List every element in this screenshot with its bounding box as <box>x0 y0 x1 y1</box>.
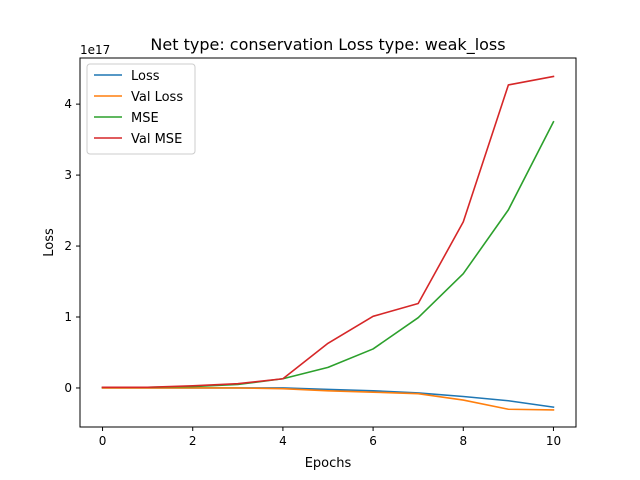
x-axis-label: Epochs <box>305 456 352 471</box>
x-axis-ticks: 0 2 4 6 8 10 <box>99 427 561 448</box>
legend-entry-label: MSE <box>131 111 159 126</box>
y-axis-label: Loss <box>42 228 57 257</box>
series-line-mse <box>101 120 555 389</box>
series-line-val-loss <box>101 387 555 411</box>
x-tick-label: 10 <box>546 434 561 448</box>
legend-box <box>86 63 196 155</box>
legend-entry-label: Loss <box>131 69 160 84</box>
series-line-val-mse <box>101 75 555 389</box>
x-tick-label: 0 <box>99 434 107 448</box>
y-axis-ticks: 0 1 2 3 4 <box>64 97 80 395</box>
y-tick-label: 4 <box>64 97 72 111</box>
x-tick-label: 8 <box>459 434 467 448</box>
plot-frame <box>79 57 577 428</box>
y-tick-label: 3 <box>64 168 72 182</box>
chart-title: Net type: conservation Loss type: weak_l… <box>150 35 505 55</box>
legend: Loss Val Loss MSE Val MSE <box>86 63 196 155</box>
x-tick-label: 4 <box>279 434 287 448</box>
y-tick-label: 2 <box>64 239 72 253</box>
x-tick-label: 2 <box>189 434 197 448</box>
y-tick-label: 1 <box>64 310 72 324</box>
plot-lines <box>101 75 555 411</box>
y-tick-label: 0 <box>64 381 72 395</box>
legend-entry-label: Val MSE <box>131 132 182 147</box>
legend-entry-label: Val Loss <box>131 90 183 105</box>
x-tick-label: 6 <box>369 434 377 448</box>
y-axis-offset-label: 1e17 <box>80 43 110 57</box>
